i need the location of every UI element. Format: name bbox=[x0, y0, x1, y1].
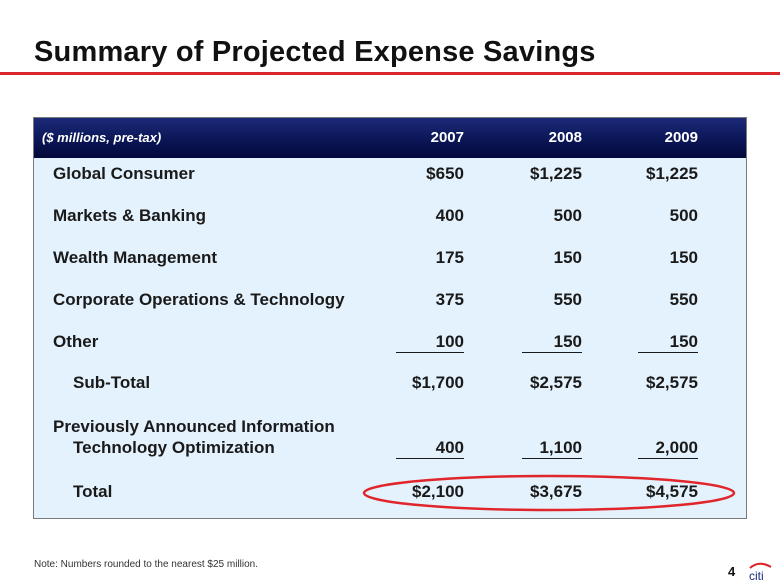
row-label-global-consumer: Global Consumer bbox=[53, 164, 195, 183]
cell-markets-banking-2008: 500 bbox=[553, 206, 582, 225]
cell-it-optimization-2007: 400 bbox=[396, 438, 464, 459]
title-underline bbox=[0, 72, 780, 75]
cell-total-2007: $2,100 bbox=[412, 482, 464, 501]
header-year-2007: 2007 bbox=[430, 129, 464, 146]
cell-other-2009: 150 bbox=[638, 332, 698, 353]
units-label: ($ millions, pre-tax) bbox=[42, 130, 162, 145]
row-label-sub-total: Sub-Total bbox=[73, 373, 151, 392]
cell-other-2008: 150 bbox=[522, 332, 582, 353]
footnote: Note: Numbers rounded to the nearest $25… bbox=[34, 559, 259, 570]
cell-total-2009: $4,575 bbox=[646, 482, 698, 501]
table-header: ($ millions, pre-tax) 2007 2008 2009 bbox=[34, 118, 746, 158]
row-label-other: Other bbox=[53, 332, 99, 351]
cell-global-consumer-2007: $650 bbox=[426, 164, 464, 183]
cell-corporate-operations-2007: 375 bbox=[435, 290, 464, 309]
cell-sub-total-2007: $1,700 bbox=[412, 373, 464, 392]
cell-sub-total-2009: $2,575 bbox=[646, 373, 698, 392]
header-year-2008: 2008 bbox=[548, 129, 582, 146]
row-label-it-optimization-line1: Previously Announced Information bbox=[53, 417, 335, 436]
cell-wealth-management-2007: 175 bbox=[435, 248, 464, 267]
row-label-it-optimization-line2: Technology Optimization bbox=[73, 438, 275, 457]
page-number: 4 bbox=[728, 564, 736, 579]
cell-wealth-management-2009: 150 bbox=[669, 248, 698, 267]
row-label-markets-banking: Markets & Banking bbox=[53, 206, 207, 225]
cell-global-consumer-2008: $1,225 bbox=[530, 164, 582, 183]
cell-other-2007: 100 bbox=[396, 332, 464, 353]
cell-corporate-operations-2009: 550 bbox=[669, 290, 698, 309]
header-year-2009: 2009 bbox=[664, 129, 698, 146]
savings-table: ($ millions, pre-tax) 2007 2008 2009 Glo… bbox=[33, 117, 747, 519]
cell-it-optimization-2008: 1,100 bbox=[522, 438, 582, 459]
row-label-total: Total bbox=[73, 482, 113, 501]
total-row-highlight-ellipse bbox=[362, 474, 736, 512]
cell-sub-total-2008: $2,575 bbox=[530, 373, 582, 392]
row-label-corporate-operations: Corporate Operations & Technology bbox=[53, 290, 345, 309]
citi-logo-icon: citi bbox=[749, 562, 772, 583]
row-label-wealth-management: Wealth Management bbox=[53, 248, 218, 267]
cell-markets-banking-2007: 400 bbox=[435, 206, 464, 225]
cell-wealth-management-2008: 150 bbox=[553, 248, 582, 267]
cell-markets-banking-2009: 500 bbox=[669, 206, 698, 225]
cell-total-2008: $3,675 bbox=[530, 482, 582, 501]
cell-it-optimization-2009: 2,000 bbox=[638, 438, 698, 459]
cell-global-consumer-2009: $1,225 bbox=[646, 164, 698, 183]
cell-corporate-operations-2008: 550 bbox=[553, 290, 582, 309]
svg-text:citi: citi bbox=[749, 569, 764, 583]
slide-title: Summary of Projected Expense Savings bbox=[34, 36, 596, 68]
